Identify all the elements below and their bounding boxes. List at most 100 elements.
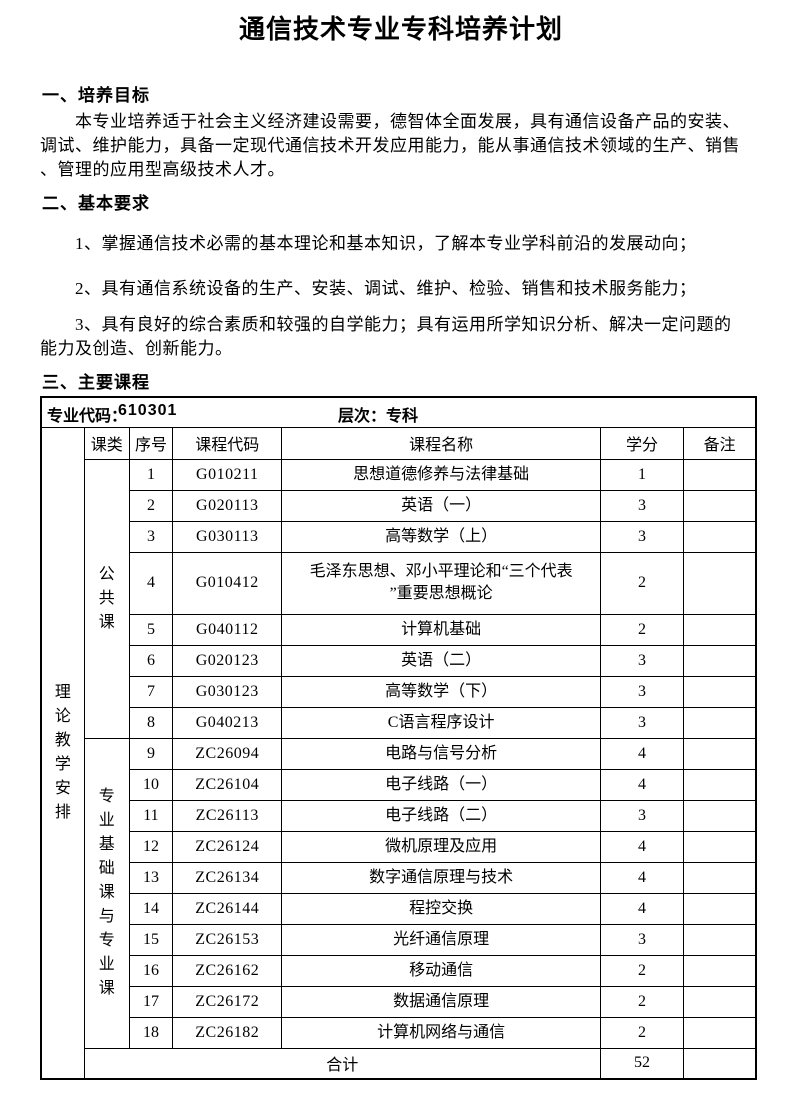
table-row: 3 G030113 高等数学（上） 3: [41, 520, 757, 553]
credits-cell: 4: [599, 768, 685, 801]
name-cell: 电子线路（一）: [281, 768, 601, 801]
column-header-course-name: 课程名称: [281, 426, 601, 460]
table-row: 7 G030123 高等数学（下） 3: [41, 675, 757, 708]
no-cell: 15: [128, 923, 174, 956]
table-row: 16 ZC26162 移动通信 2: [41, 954, 757, 987]
no-cell: 9: [128, 737, 174, 770]
no-cell: 16: [128, 954, 174, 987]
group-label: 公共课: [98, 565, 115, 631]
note-cell: [683, 489, 757, 522]
credits-cell: 4: [599, 861, 685, 894]
table-meta-row: 专业代码： 610301 层次：专科: [40, 396, 757, 428]
level-label: 层次：: [338, 408, 387, 425]
note-cell: [683, 861, 757, 894]
note-cell: [683, 737, 757, 770]
left-axis-label: 理论教学安排: [54, 683, 71, 821]
section-heading-1: 一、培养目标: [42, 86, 150, 105]
course-plan-table: 专业代码： 610301 层次：专科 理论教学安排 课类 序号 课程代码 课程名…: [40, 396, 757, 1080]
no-cell: 5: [128, 613, 174, 646]
table-row: 公共课 1 G010211 思想道德修养与法律基础 1: [41, 458, 757, 739]
credits-cell: 2: [599, 1016, 685, 1049]
credits-cell: 3: [599, 675, 685, 708]
requirement-item-3: 3、具有良好的综合素质和较强的自学能力；具有运用所学知识分析、解决一定问题的 能…: [40, 313, 762, 361]
note-cell: [683, 954, 757, 987]
level-label-value: 层次：专科: [338, 402, 418, 426]
note-cell: [683, 675, 757, 708]
code-cell: ZC26144: [172, 892, 283, 925]
code-cell: G010412: [172, 551, 283, 615]
name-cell: 电子线路（二）: [281, 799, 601, 832]
table-row: 18 ZC26182 计算机网络与通信 2: [41, 1016, 757, 1049]
code-cell: ZC26124: [172, 830, 283, 863]
no-cell: 13: [128, 861, 174, 894]
name-cell: 数字通信原理与技术: [281, 861, 601, 894]
total-label: 合计: [83, 1047, 601, 1080]
name-cell: 英语（一）: [281, 489, 601, 522]
name-cell: C语言程序设计: [281, 706, 601, 739]
name-cell: 移动通信: [281, 954, 601, 987]
requirement-item-2: 2、具有通信系统设备的生产、安装、调试、维护、检验、销售和技术服务能力；: [75, 279, 697, 298]
name-cell: 光纤通信原理: [281, 923, 601, 956]
code-cell: ZC26182: [172, 1016, 283, 1049]
table-header-row: 理论教学安排 课类 序号 课程代码 课程名称 学分 备注: [40, 426, 757, 1080]
note-cell: [683, 458, 757, 491]
note-cell: [683, 520, 757, 553]
name-cell: 毛泽东思想、邓小平理论和“三个代表 ”重要思想概论: [281, 551, 601, 615]
group-label: 专业基础课与专业课: [98, 788, 115, 997]
table-row: 17 ZC26172 数据通信原理 2: [41, 985, 757, 1018]
credits-cell: 3: [599, 706, 685, 739]
credits-cell: 2: [599, 954, 685, 987]
note-cell: [683, 706, 757, 739]
table-row: 14 ZC26144 程控交换 4: [41, 892, 757, 925]
left-axis-cell: 理论教学安排: [40, 426, 85, 1080]
credits-cell: 4: [599, 892, 685, 925]
name-cell: 微机原理及应用: [281, 830, 601, 863]
code-cell: G010211: [172, 458, 283, 491]
no-cell: 14: [128, 892, 174, 925]
no-cell: 10: [128, 768, 174, 801]
major-code-label: 专业代码：: [47, 408, 128, 425]
table-row: 10 ZC26104 电子线路（一） 4: [41, 768, 757, 801]
note-cell: [683, 1047, 757, 1080]
credits-cell: 3: [599, 520, 685, 553]
meta-cell: 专业代码： 610301 层次：专科: [40, 396, 757, 428]
code-cell: ZC26104: [172, 768, 283, 801]
note-cell: [683, 551, 757, 615]
table-row: 2 G020113 英语（一） 3: [41, 489, 757, 522]
name-cell: 高等数学（上）: [281, 520, 601, 553]
total-credits: 52: [599, 1047, 685, 1080]
note-cell: [683, 923, 757, 956]
table-row: 5 G040112 计算机基础 2: [41, 613, 757, 646]
name-cell: 计算机网络与通信: [281, 1016, 601, 1049]
code-cell: G040213: [172, 706, 283, 739]
note-cell: [683, 830, 757, 863]
code-cell: ZC26162: [172, 954, 283, 987]
no-cell: 11: [128, 799, 174, 832]
column-header-course-code: 课程代码: [172, 426, 283, 460]
table-row: 8 G040213 C语言程序设计 3: [41, 706, 757, 739]
table-row: 12 ZC26124 微机原理及应用 4: [41, 830, 757, 863]
note-cell: [683, 613, 757, 646]
name-cell: 思想道德修养与法律基础: [281, 458, 601, 491]
credits-cell: 3: [599, 923, 685, 956]
no-cell: 8: [128, 706, 174, 739]
credits-cell: 2: [599, 985, 685, 1018]
note-cell: [683, 644, 757, 677]
section-heading-2: 二、基本要求: [42, 194, 150, 213]
name-cell: 数据通信原理: [281, 985, 601, 1018]
credits-cell: 3: [599, 489, 685, 522]
column-header-credits: 学分: [599, 426, 685, 460]
group-cell-public: 公共课: [83, 458, 130, 739]
no-cell: 6: [128, 644, 174, 677]
name-cell: 英语（二）: [281, 644, 601, 677]
name-cell: 程控交换: [281, 892, 601, 925]
note-cell: [683, 892, 757, 925]
major-code-value: 610301: [118, 402, 178, 419]
column-header-note: 备注: [683, 426, 757, 460]
credits-cell: 3: [599, 644, 685, 677]
objective-paragraph: 本专业培养适于社会主义经济建设需要，德智体全面发展，具有通信设备产品的安装、 调…: [40, 110, 762, 182]
level-value: 专科: [386, 408, 419, 425]
code-cell: ZC26153: [172, 923, 283, 956]
credits-cell: 2: [599, 613, 685, 646]
